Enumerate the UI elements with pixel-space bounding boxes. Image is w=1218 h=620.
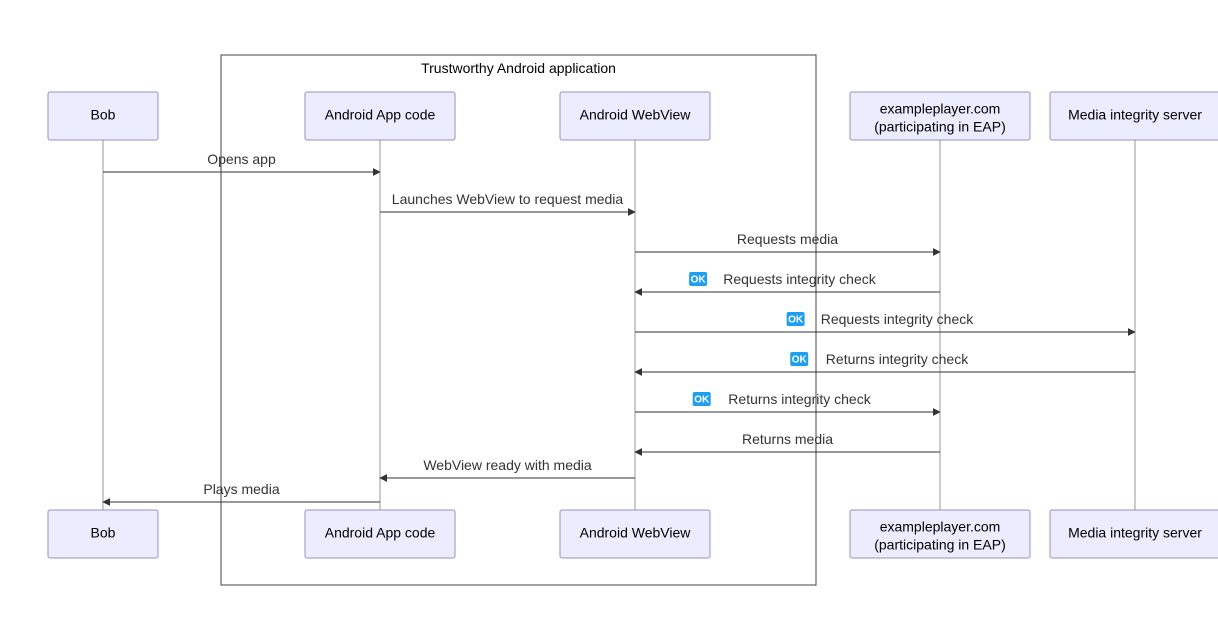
ok-badge-text-3: OK [691, 275, 707, 286]
svg-text:(participating in EAP): (participating in EAP) [874, 537, 1006, 553]
message-label-2: Requests media [737, 231, 838, 247]
message-label-1: Launches WebView to request media [392, 191, 624, 207]
actor-label-appcode: Android App code [325, 525, 436, 541]
actor-label-server: Media integrity server [1068, 525, 1202, 541]
actor-label-bob: Bob [91, 107, 116, 123]
group-title: Trustworthy Android application [421, 60, 616, 76]
message-label-6: Returns integrity check [728, 391, 871, 407]
actor-label-example: exampleplayer.com [880, 101, 1001, 117]
message-label-0: Opens app [207, 151, 276, 167]
message-label-5: Returns integrity check [826, 351, 969, 367]
sequence-diagram: Trustworthy Android application Bob Androi… [0, 0, 1218, 620]
actor-label-webview: Android WebView [580, 107, 692, 123]
message-label-9: Plays media [203, 481, 279, 497]
message-label-7: Returns media [742, 431, 833, 447]
svg-text:(participating in EAP): (participating in EAP) [874, 119, 1006, 135]
ok-badge-text-5: OK [792, 355, 808, 366]
message-label-3: Requests integrity check [723, 271, 877, 287]
actor-label-bob: Bob [91, 525, 116, 541]
actor-label-example: exampleplayer.com [880, 519, 1001, 535]
actor-label-appcode: Android App code [325, 107, 436, 123]
message-label-4: Requests integrity check [821, 311, 975, 327]
message-label-8: WebView ready with media [423, 457, 592, 473]
actor-label-webview: Android WebView [580, 525, 692, 541]
ok-badge-text-6: OK [694, 395, 710, 406]
ok-badge-text-4: OK [788, 315, 804, 326]
actor-label-server: Media integrity server [1068, 107, 1202, 123]
